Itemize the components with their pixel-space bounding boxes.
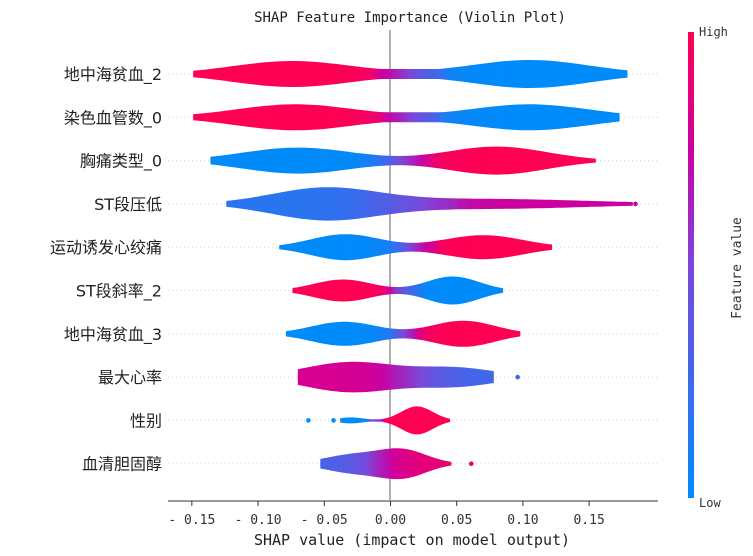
outlier-point — [515, 374, 520, 380]
chart-title: SHAP Feature Importance (Violin Plot) — [254, 10, 566, 26]
violin — [226, 187, 638, 221]
violin-body — [292, 276, 504, 305]
violin-body — [297, 361, 494, 393]
feature-label: 运动诱发心绞痛 — [50, 238, 162, 257]
violin — [210, 146, 596, 175]
feature-label: ST段压低 — [94, 195, 162, 214]
violin-body — [193, 60, 628, 88]
x-ticks: - 0.15 - 0.10 - 0.05 0.00 0.05 0.10 0.15 — [168, 501, 605, 528]
violin — [193, 60, 628, 88]
violin-body — [320, 448, 452, 480]
x-tick-label: 0.15 — [573, 513, 604, 528]
violin-body — [279, 234, 553, 261]
x-tick-label: 0.00 — [375, 513, 406, 528]
x-tick-label: 0.05 — [441, 513, 472, 528]
x-tick-label: - 0.05 — [301, 513, 348, 528]
violin-body — [193, 104, 620, 131]
colorbar: High Low Feature value — [688, 25, 745, 510]
violin-body — [210, 146, 596, 175]
x-tick-label: 0.10 — [507, 513, 538, 528]
feature-label: 地中海贫血_2 — [64, 65, 162, 85]
colorbar-title: Feature value — [730, 217, 745, 319]
outlier-point — [633, 201, 638, 207]
violin-body — [226, 187, 633, 221]
feature-label: 染色血管数_0 — [64, 108, 162, 128]
violin — [193, 104, 620, 131]
violin — [297, 361, 520, 393]
outlier-point — [331, 418, 336, 423]
violins — [193, 60, 638, 480]
x-tick-label: - 0.15 — [168, 513, 215, 528]
feature-label: 最大心率 — [98, 368, 162, 387]
violin-body — [340, 406, 451, 435]
violin — [285, 320, 521, 347]
feature-label: 性别 — [130, 411, 162, 430]
outlier-point — [468, 461, 474, 467]
colorbar-low-label: Low — [699, 496, 721, 510]
colorbar-gradient — [688, 32, 694, 498]
violin — [279, 234, 553, 261]
violin — [292, 276, 504, 305]
feature-label: ST段斜率_2 — [76, 282, 162, 302]
colorbar-high-label: High — [699, 25, 728, 39]
row-gridlines — [168, 73, 658, 465]
violin — [306, 406, 451, 435]
feature-label: 地中海贫血_3 — [64, 325, 162, 345]
x-axis-label: SHAP value (impact on model output) — [254, 531, 570, 549]
violin-body — [285, 320, 521, 347]
feature-label: 血清胆固醇 — [82, 455, 162, 474]
violin — [320, 448, 474, 480]
feature-label: 胸痛类型_0 — [80, 152, 162, 172]
x-tick-label: - 0.10 — [235, 513, 282, 528]
outlier-point — [306, 418, 311, 423]
